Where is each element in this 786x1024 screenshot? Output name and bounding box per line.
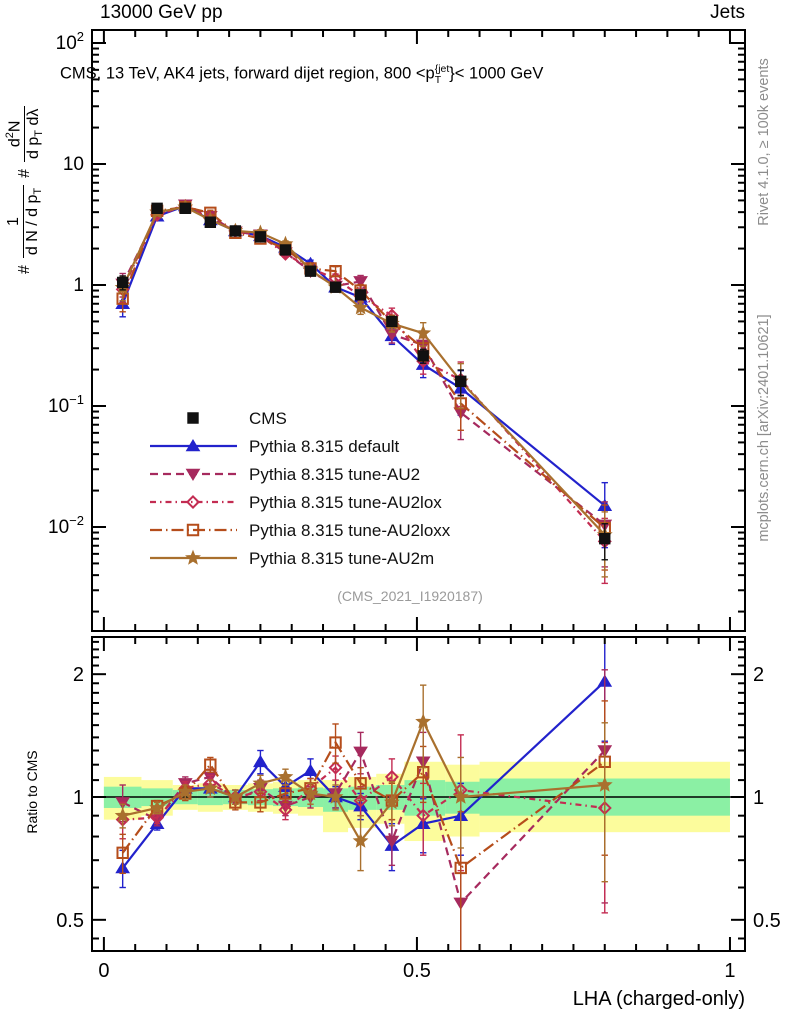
legend-label-1: Pythia 8.315 default <box>249 437 400 456</box>
legend-item-3: Pythia 8.315 tune-AU2lox <box>150 493 442 512</box>
svg-text:2: 2 <box>73 664 84 686</box>
pt-jet-stack: {jet T <box>435 64 450 85</box>
ylabel-frac1: 1 d N / d pT <box>5 184 45 259</box>
watermark: (CMS_2021_I1920187) <box>337 588 483 604</box>
plot-title-suffix: }< 1000 GeV <box>449 64 544 83</box>
svg-text:1: 1 <box>753 787 764 809</box>
ratio-axis-label: Ratio to CMS <box>24 750 40 834</box>
header-beam-energy: 13000 GeV pp <box>100 2 223 23</box>
plot-title: CMS, 13 TeV, AK4 jets, forward dijet reg… <box>60 64 543 85</box>
svg-text:1: 1 <box>73 787 84 809</box>
svg-text:10−2: 10−2 <box>48 513 84 538</box>
legend-label-3: Pythia 8.315 tune-AU2lox <box>249 493 442 512</box>
series-main-pythia-8-315-tune-au2loxx <box>116 200 611 571</box>
svg-text:0.5: 0.5 <box>753 910 781 932</box>
ylabel-hash2: # <box>15 168 33 178</box>
plot-title-prefix: CMS, 13 TeV, AK4 jets, forward dijet reg… <box>60 64 435 83</box>
svg-text:102: 102 <box>56 29 84 54</box>
svg-text:0.5: 0.5 <box>403 960 431 982</box>
svg-text:10−1: 10−1 <box>48 392 84 417</box>
legend-item-1: Pythia 8.315 default <box>150 437 400 456</box>
axis-ticks <box>92 30 745 951</box>
x-axis-label: LHA (charged-only) <box>572 988 745 1010</box>
series-main-cms <box>116 202 611 561</box>
series-ratio-pythia-8-315-tune-au2 <box>115 669 613 951</box>
ylabel-hash1: # <box>15 265 33 274</box>
side-note-mcplots: mcplots.cern.ch [arXiv:2401.10621] <box>756 314 772 542</box>
svg-text:10: 10 <box>63 154 84 175</box>
legend-item-0: CMS <box>187 409 287 428</box>
svg-text:0.5: 0.5 <box>56 910 84 932</box>
svg-text:1: 1 <box>73 275 84 296</box>
main-panel-frame <box>91 29 746 632</box>
header-analysis-type: Jets <box>710 2 745 23</box>
legend-item-2: Pythia 8.315 tune-AU2 <box>150 465 420 484</box>
ylabel-frac2: d2N d pT dλ <box>4 105 46 162</box>
plot-title-sub: T <box>434 73 442 86</box>
legend-label-4: Pythia 8.315 tune-AU2loxx <box>249 521 451 540</box>
ratio-panel-frame <box>91 636 746 952</box>
legend-item-5: Pythia 8.315 tune-AU2m <box>150 549 434 568</box>
svg-text:1: 1 <box>724 960 735 982</box>
legend: CMS Pythia 8.315 default Pythia 8.315 tune… <box>150 409 451 568</box>
legend-item-4: Pythia 8.315 tune-AU2loxx <box>150 521 451 540</box>
legend-label-0: CMS <box>249 409 287 428</box>
axis-tick-labels: 10−2 10−1 1 10 102 0.5 0.5 1 1 2 2 0 0.5 1 <box>48 29 781 982</box>
legend-label-5: Pythia 8.315 tune-AU2m <box>249 549 434 568</box>
svg-text:0: 0 <box>98 960 109 982</box>
side-note-rivet: Rivet 4.1.0, ≥ 100k events <box>756 58 772 226</box>
legend-label-2: Pythia 8.315 tune-AU2 <box>249 465 420 484</box>
plot-title-sup: {jet <box>434 63 450 75</box>
svg-text:2: 2 <box>753 664 764 686</box>
series-ratio-pythia-8-315-tune-au2m <box>114 684 613 883</box>
y-axis-label: # 1 d N / d pT # d2N d pT dλ <box>4 22 46 274</box>
